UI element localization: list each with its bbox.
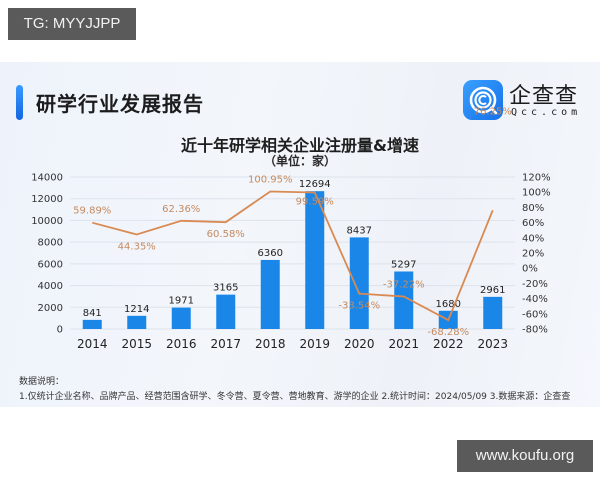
header-accent-bar xyxy=(16,85,23,120)
right-axis-tick: 40% xyxy=(522,233,544,244)
left-axis-tick: 8000 xyxy=(38,238,63,249)
x-axis-tick: 2017 xyxy=(210,337,241,351)
right-axis-tick: 80% xyxy=(522,203,544,214)
watermark-top: TG: MYYJJPP xyxy=(8,8,136,40)
x-axis-tick: 2023 xyxy=(477,337,508,351)
right-axis-tick: 0% xyxy=(522,264,538,275)
report-card: 研学行业发展报告 企查查 Qcc.com 近十年研学相关企业注册量&增速 （单位… xyxy=(0,62,600,407)
bar-value-label: 1971 xyxy=(169,296,194,307)
notes-title: 数据说明： xyxy=(19,377,65,387)
bar-value-label: 1680 xyxy=(436,299,461,310)
bar-2021 xyxy=(394,271,414,329)
x-axis-tick: 2016 xyxy=(166,337,197,351)
right-axis-tick: -40% xyxy=(522,294,548,305)
growth-rate-label: 99.59% xyxy=(296,197,334,208)
x-axis-tick: 2020 xyxy=(344,337,375,351)
bar-value-label: 841 xyxy=(83,308,102,319)
bar-2019 xyxy=(305,191,325,329)
bar-2023 xyxy=(483,296,503,329)
x-axis-tick: 2021 xyxy=(388,337,419,351)
chart-title: 近十年研学相关企业注册量&增速 xyxy=(181,136,419,155)
watermark-bottom: www.koufu.org xyxy=(457,440,593,472)
growth-rate-label: -68.28% xyxy=(427,327,469,338)
growth-rate-label: -33.54% xyxy=(338,301,380,312)
left-axis-tick: 6000 xyxy=(38,259,63,270)
bar-2016 xyxy=(171,307,191,329)
growth-rate-label: 62.36% xyxy=(162,204,200,215)
bar-value-label: 6360 xyxy=(258,248,283,259)
growth-rate-label: 76.25% xyxy=(474,106,512,117)
bar-2015 xyxy=(127,315,147,329)
bar-value-label: 8437 xyxy=(347,225,372,236)
growth-rate-label: 44.35% xyxy=(118,241,156,252)
right-axis-tick: -60% xyxy=(522,309,548,320)
right-axis-tick: 100% xyxy=(522,188,551,199)
left-axis-tick: 14000 xyxy=(31,173,63,184)
x-axis-tick: 2019 xyxy=(299,337,330,351)
x-axis-tick: 2018 xyxy=(255,337,286,351)
bar-value-label: 2961 xyxy=(480,285,505,296)
left-axis-tick: 4000 xyxy=(38,281,63,292)
right-axis-tick: 120% xyxy=(522,173,551,184)
left-axis-tick: 10000 xyxy=(31,216,63,227)
bar-value-label: 1214 xyxy=(124,304,149,315)
x-axis-tick: 2022 xyxy=(433,337,464,351)
left-axis-tick: 0 xyxy=(57,325,63,336)
left-axis-tick: 2000 xyxy=(38,303,63,314)
x-axis-tick: 2014 xyxy=(77,337,108,351)
growth-rate-label: 59.89% xyxy=(73,206,111,217)
qcc-logo-icon xyxy=(463,80,503,120)
growth-rate-label: 60.58% xyxy=(207,229,245,240)
bar-2014 xyxy=(82,319,102,329)
right-axis-tick: 60% xyxy=(522,218,544,229)
qcc-logo: 企查查 Qcc.com xyxy=(463,78,583,122)
notes-body: 1.仅统计企业名称、品牌产品、经营范围含研学、冬令营、夏令营、营地教育、游学的企… xyxy=(19,392,571,402)
right-axis-tick: -80% xyxy=(522,325,548,336)
qcc-logo-domain: Qcc.com xyxy=(511,107,582,118)
bar-value-label: 3165 xyxy=(213,283,238,294)
growth-rate-label: -37.22% xyxy=(383,279,425,290)
growth-rate-label: 100.95% xyxy=(248,174,293,185)
right-axis-tick: 20% xyxy=(522,249,544,260)
qcc-logo-text: 企查查 xyxy=(509,84,579,109)
bar-2018 xyxy=(260,259,280,329)
report-title: 研学行业发展报告 xyxy=(36,92,204,116)
bar-value-label: 12694 xyxy=(299,179,331,190)
chart-subtitle: （单位：家） xyxy=(263,154,336,168)
bar-2020 xyxy=(349,237,369,329)
left-axis-tick: 12000 xyxy=(31,194,63,205)
bar-value-label: 5297 xyxy=(391,259,416,270)
bar-2017 xyxy=(216,294,236,329)
x-axis-tick: 2015 xyxy=(121,337,152,351)
growth-line xyxy=(92,190,494,322)
right-axis-tick: -20% xyxy=(522,279,548,290)
